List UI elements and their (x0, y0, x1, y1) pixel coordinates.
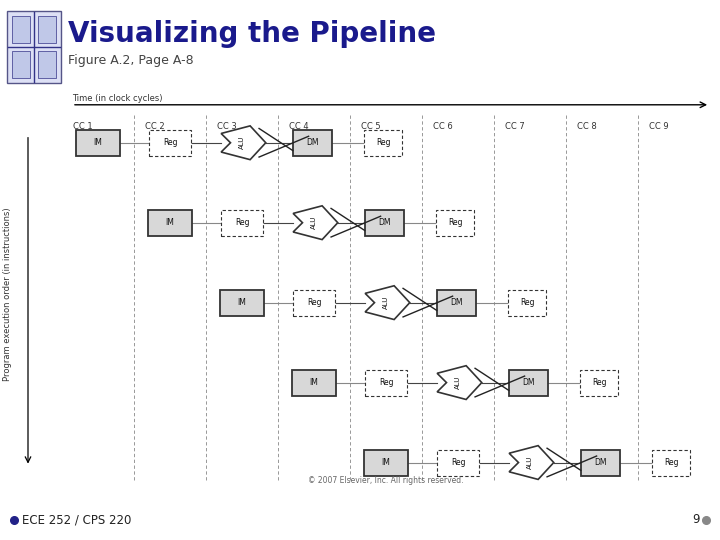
Text: ECE 252 / CPS 220: ECE 252 / CPS 220 (22, 513, 131, 526)
Text: IM: IM (382, 458, 390, 467)
Bar (581, 449, 621, 476)
Bar (293, 130, 333, 156)
Bar (580, 369, 618, 396)
Bar (508, 289, 546, 316)
Text: CC 3: CC 3 (217, 122, 237, 131)
Text: IM: IM (238, 298, 246, 307)
Bar (437, 449, 479, 476)
Text: DM: DM (594, 458, 607, 467)
Polygon shape (437, 366, 482, 400)
Bar (364, 449, 408, 476)
Text: Reg: Reg (592, 378, 606, 387)
Text: DM: DM (378, 218, 391, 227)
Bar (436, 210, 474, 235)
Text: ALU: ALU (311, 216, 318, 229)
Text: Figure A.2, Page A-8: Figure A.2, Page A-8 (68, 54, 194, 67)
Bar (12, 51, 30, 78)
Polygon shape (293, 206, 338, 240)
Bar (365, 210, 405, 235)
Text: Reg: Reg (235, 218, 249, 227)
Bar (76, 130, 120, 156)
Text: CC 4: CC 4 (289, 122, 308, 131)
Text: CC 5: CC 5 (361, 122, 380, 131)
Polygon shape (509, 446, 554, 480)
Text: © 2007 Elsevier, Inc. All rights reserved.: © 2007 Elsevier, Inc. All rights reserve… (308, 476, 464, 484)
FancyBboxPatch shape (7, 11, 61, 83)
Text: ALU: ALU (383, 296, 390, 309)
Bar (365, 369, 407, 396)
Bar (292, 369, 336, 396)
Bar (12, 16, 30, 43)
Text: Reg: Reg (307, 298, 321, 307)
Text: Reg: Reg (376, 138, 390, 147)
Bar (220, 289, 264, 316)
Polygon shape (365, 286, 410, 320)
Text: Reg: Reg (664, 458, 678, 467)
Text: CC 2: CC 2 (145, 122, 164, 131)
Text: DM: DM (522, 378, 535, 387)
Text: CC 7: CC 7 (505, 122, 525, 131)
Text: Reg: Reg (451, 458, 465, 467)
Bar (509, 369, 549, 396)
Text: CC 8: CC 8 (577, 122, 597, 131)
Text: IM: IM (166, 218, 174, 227)
Text: ALU: ALU (455, 376, 462, 389)
Text: DM: DM (306, 138, 319, 147)
Bar (149, 130, 191, 156)
Bar (437, 289, 477, 316)
Bar (364, 130, 402, 156)
Bar (652, 449, 690, 476)
Text: Reg: Reg (163, 138, 177, 147)
Text: CC 9: CC 9 (649, 122, 668, 131)
Text: DM: DM (450, 298, 463, 307)
Text: Program execution order (in instructions): Program execution order (in instructions… (4, 208, 12, 381)
Bar (38, 16, 56, 43)
Text: Reg: Reg (520, 298, 534, 307)
Text: Reg: Reg (379, 378, 393, 387)
Bar (38, 51, 56, 78)
Bar (148, 210, 192, 235)
Text: IM: IM (310, 378, 318, 387)
Text: ALU: ALU (527, 456, 534, 469)
Text: 9: 9 (693, 513, 700, 526)
Text: CC 1: CC 1 (73, 122, 92, 131)
Text: Time (in clock cycles): Time (in clock cycles) (72, 94, 163, 103)
Text: Visualizing the Pipeline: Visualizing the Pipeline (68, 20, 436, 48)
Text: IM: IM (94, 138, 102, 147)
Text: ALU: ALU (239, 136, 246, 150)
Bar (293, 289, 335, 316)
Text: CC 6: CC 6 (433, 122, 453, 131)
Polygon shape (221, 126, 266, 160)
Text: Reg: Reg (448, 218, 462, 227)
Bar (221, 210, 263, 235)
